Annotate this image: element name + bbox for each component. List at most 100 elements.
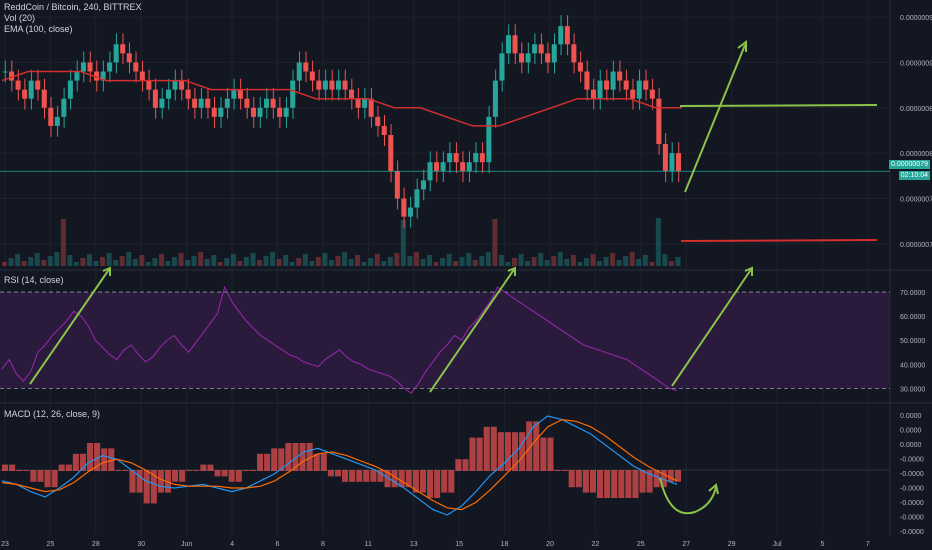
candle-body [505, 35, 511, 54]
rsi-line [1, 285, 678, 394]
macd-histogram-bar [533, 421, 540, 471]
volume-bar [41, 260, 47, 266]
volume-bar [309, 261, 315, 266]
macd-histogram-bar [214, 470, 221, 477]
macd-histogram-bar [37, 470, 44, 482]
volume-bar [289, 262, 295, 266]
volume-bar [413, 252, 419, 266]
candle-body [329, 80, 335, 90]
volume-bar [328, 260, 334, 266]
macd-histogram-bar [122, 470, 129, 471]
macd-histogram-bar [179, 470, 186, 482]
candle-body [381, 125, 387, 135]
macd-histogram-bar [292, 443, 299, 471]
macd-histogram-bar [186, 470, 193, 471]
volume-bar [636, 259, 642, 266]
candle-body [610, 71, 616, 90]
volume-bar [675, 257, 681, 266]
rsi-band [0, 292, 890, 389]
candle-body [335, 80, 341, 90]
macd-histogram-bar [101, 448, 108, 471]
volume-bar [361, 262, 367, 266]
candle-body [296, 62, 302, 81]
macd-histogram-bar [646, 470, 653, 493]
candle-body [355, 98, 361, 108]
candle-body [61, 98, 67, 117]
macd-histogram-bar [242, 470, 249, 471]
candle-body [342, 80, 348, 90]
volume-bar [662, 254, 668, 266]
macd-histogram-bar [58, 464, 65, 471]
macd-histogram-bar [320, 453, 327, 471]
macd-histogram-bar [391, 470, 398, 488]
arrowhead-annotation [737, 40, 747, 52]
volume-bar [387, 257, 393, 266]
macd-histogram-bar [419, 470, 426, 493]
candle-body [564, 26, 570, 45]
volume-bar [47, 256, 53, 266]
candle-body [211, 107, 217, 117]
volume-bar [165, 261, 171, 266]
candle-body [28, 80, 34, 99]
candle-body [440, 162, 446, 172]
macd-histogram-bar [278, 448, 285, 471]
candle-body [388, 135, 394, 172]
up-arrow-annotation [684, 44, 746, 193]
macd-histogram-bar [23, 470, 30, 471]
candle-body [185, 89, 191, 99]
volume-bar [126, 252, 132, 266]
macd-histogram-bar [285, 443, 292, 471]
volume-bar [296, 258, 302, 266]
volume-bar [322, 253, 328, 266]
macd-histogram-bar [299, 443, 306, 471]
candle-body [486, 116, 492, 163]
candle-body [179, 80, 185, 90]
macd-histogram-bar [249, 470, 256, 471]
macd-histogram-bar [653, 470, 660, 488]
macd-histogram-bar [398, 470, 405, 488]
x-tick-label: 25 [47, 541, 55, 548]
macd-histogram-bar [30, 470, 37, 482]
macd-histogram-bar [632, 470, 639, 498]
candle-body [107, 62, 113, 72]
macd-histogram-bar [79, 453, 86, 471]
volume-bar [100, 257, 106, 266]
macd-histogram-bar [65, 464, 72, 471]
volume-bar [590, 254, 596, 266]
candle-body [41, 89, 47, 108]
volume-bar [80, 258, 86, 266]
macd-histogram-bar [604, 470, 611, 498]
volume-bar [2, 262, 8, 266]
rsi-tick-label: 60.0000 [900, 314, 925, 321]
macd-histogram-bar [136, 470, 143, 493]
volume-bar [93, 261, 99, 266]
macd-histogram-bar [87, 443, 94, 471]
candle-body [290, 80, 296, 108]
candle-body [532, 44, 538, 54]
candle-body [94, 71, 100, 81]
macd-histogram-bar [412, 470, 419, 493]
candle-body [224, 98, 230, 108]
rsi-arrow-annotation [29, 267, 111, 385]
candle-body [545, 53, 551, 63]
candle-body [152, 89, 158, 108]
candle-body [584, 71, 590, 90]
macd-histogram-bar [72, 453, 79, 471]
volume-bar [466, 253, 472, 266]
macd-histogram-bar [427, 470, 434, 498]
macd-histogram-bar [384, 470, 391, 488]
volume-bar [623, 256, 629, 266]
macd-histogram-bar [9, 464, 16, 471]
macd-histogram-bar [228, 470, 235, 482]
macd-histogram-bar [2, 464, 9, 471]
volume-bar [538, 253, 544, 266]
volume-bar [518, 254, 524, 266]
volume-bar [427, 255, 433, 266]
macd-histogram-bar [342, 470, 349, 482]
macd-histogram-bar [164, 470, 171, 493]
rsi-arrow-annotation [429, 267, 516, 393]
macd-histogram-bar [370, 470, 377, 482]
volume-bar [34, 253, 40, 266]
macd-histogram-bar [207, 464, 214, 471]
